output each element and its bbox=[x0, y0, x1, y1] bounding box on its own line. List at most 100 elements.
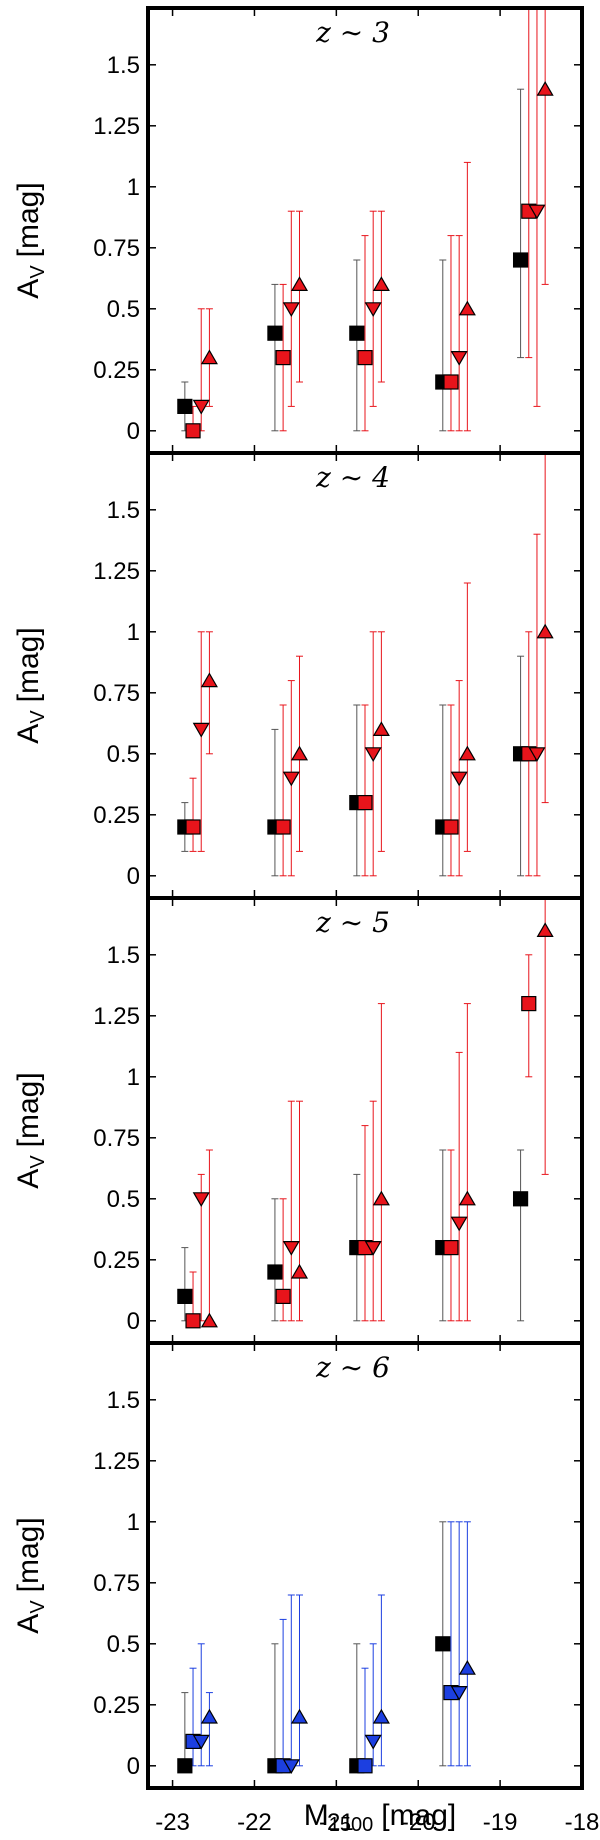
y-tick-label: 0.5 bbox=[107, 1186, 140, 1213]
data-point-triangle-up bbox=[372, 721, 390, 737]
data-point-triangle-up bbox=[200, 1312, 218, 1328]
error-bar bbox=[447, 704, 455, 877]
data-point-triangle-up bbox=[200, 349, 218, 365]
data-point-square bbox=[443, 1239, 459, 1256]
error-bar bbox=[517, 655, 525, 877]
y-axis-label-unit: [mag] bbox=[12, 1517, 45, 1592]
error-bar bbox=[447, 1149, 455, 1322]
data-point-square bbox=[275, 819, 291, 835]
data-point-triangle-up bbox=[200, 672, 218, 688]
data-point-triangle-up bbox=[536, 80, 554, 96]
data-point-triangle-down bbox=[282, 1759, 300, 1775]
data-point-triangle-down bbox=[528, 204, 546, 220]
error-bar bbox=[377, 1003, 385, 1322]
data-point-triangle-up bbox=[458, 1659, 476, 1675]
error-bar bbox=[181, 1692, 189, 1767]
data-point-triangle-down bbox=[282, 771, 300, 787]
error-bar bbox=[361, 704, 369, 877]
data-point-triangle-down bbox=[450, 1216, 468, 1232]
error-bar bbox=[205, 1149, 213, 1322]
y-tick-label: 1.25 bbox=[93, 113, 140, 140]
y-tick-label: 0 bbox=[127, 418, 140, 445]
y-axis-label-unit: [mag] bbox=[12, 1072, 45, 1147]
y-tick-label: 0.75 bbox=[93, 1570, 140, 1597]
x-tick-label: -18 bbox=[565, 1809, 600, 1836]
y-axis-label: AV [mag] bbox=[12, 182, 49, 298]
x-axis: -23 -22 -21 -20 -19 -18 bbox=[155, 1809, 599, 1836]
data-point-square bbox=[185, 1313, 201, 1329]
data-point-square bbox=[267, 1264, 283, 1280]
error-bar bbox=[439, 1149, 447, 1322]
data-point-square bbox=[177, 398, 193, 414]
error-bar bbox=[463, 1003, 471, 1322]
y-tick-label: 0 bbox=[127, 1753, 140, 1780]
y-tick-label: 1 bbox=[127, 1509, 140, 1536]
x-tick-label: -19 bbox=[483, 1809, 518, 1836]
error-bar bbox=[353, 704, 361, 877]
data-point-square bbox=[357, 350, 373, 366]
data-point-square bbox=[443, 374, 459, 390]
error-bar bbox=[439, 704, 447, 877]
y-axis-label-main: A bbox=[12, 1614, 45, 1634]
y-axis-label-unit: [mag] bbox=[12, 627, 45, 702]
data-point-triangle-up bbox=[290, 1708, 309, 1724]
error-bar bbox=[271, 283, 279, 432]
error-bar bbox=[377, 631, 385, 852]
error-bar bbox=[517, 88, 525, 359]
error-bar bbox=[279, 704, 287, 877]
y-tick-label: 0.25 bbox=[93, 1247, 140, 1274]
error-bar bbox=[287, 1100, 295, 1322]
data-point-triangle-down bbox=[364, 747, 382, 763]
error-bar bbox=[361, 1125, 369, 1322]
y-tick-label: 0.5 bbox=[107, 1631, 140, 1658]
error-bar bbox=[189, 1667, 197, 1767]
error-bar bbox=[271, 1198, 279, 1322]
data-point-triangle-up bbox=[536, 623, 554, 639]
error-bar bbox=[271, 1643, 279, 1767]
error-bar bbox=[377, 210, 385, 383]
data-point-triangle-down bbox=[282, 302, 300, 318]
error-bar bbox=[205, 631, 213, 755]
plot-area bbox=[177, 898, 554, 1329]
error-bar bbox=[181, 1247, 189, 1322]
error-bar bbox=[197, 631, 205, 852]
data-point-triangle-up bbox=[290, 276, 309, 291]
error-bar bbox=[541, 453, 549, 804]
data-point-triangle-down bbox=[450, 771, 468, 787]
error-bar bbox=[541, 8, 549, 285]
data-point-triangle-up bbox=[372, 276, 390, 291]
y-tick-label: 0.25 bbox=[93, 802, 140, 829]
data-point-triangle-up bbox=[200, 1708, 218, 1724]
data-point-triangle-up bbox=[458, 745, 476, 761]
y-axis-label-sub: V bbox=[27, 1155, 49, 1169]
y-tick-label: 0.75 bbox=[93, 1125, 140, 1152]
panel-z4: 0 0.25 0.5 0.75 1 1.25 1.5 z ∼ 4 AV [mag] bbox=[12, 451, 584, 900]
x-axis-label: M1500 [mag] bbox=[304, 1799, 457, 1836]
error-bar bbox=[377, 1594, 385, 1767]
y-tick-label: 1.25 bbox=[93, 1448, 140, 1475]
y-axis-label: AV [mag] bbox=[12, 1072, 49, 1188]
data-point-triangle-up bbox=[458, 300, 476, 316]
y-tick-label: 0.5 bbox=[107, 741, 140, 768]
data-point-square bbox=[357, 1758, 373, 1774]
data-point-triangle-down bbox=[192, 1734, 210, 1750]
x-tick-label: -23 bbox=[155, 1809, 190, 1836]
error-bar bbox=[447, 1521, 455, 1767]
x-axis-label-main: M bbox=[304, 1799, 329, 1832]
data-point-triangle-down bbox=[364, 1240, 382, 1256]
error-bar bbox=[353, 1643, 361, 1767]
y-axis-label-unit: [mag] bbox=[12, 182, 45, 257]
y-tick-label: 1 bbox=[127, 174, 140, 201]
data-point-square bbox=[443, 819, 459, 835]
data-point-triangle-up bbox=[536, 922, 554, 938]
panel-frame bbox=[146, 1341, 584, 1790]
y-tick-label: 1 bbox=[127, 1064, 140, 1091]
x-axis-label-unit: [mag] bbox=[381, 1799, 456, 1832]
error-bar bbox=[463, 1521, 471, 1767]
y-tick-label: 0.5 bbox=[107, 296, 140, 323]
data-point-square bbox=[512, 252, 529, 268]
y-axis-label-main: A bbox=[12, 724, 45, 744]
x-tick-label: -21 bbox=[319, 1809, 354, 1836]
panel-label: z ∼ 4 bbox=[315, 461, 390, 494]
